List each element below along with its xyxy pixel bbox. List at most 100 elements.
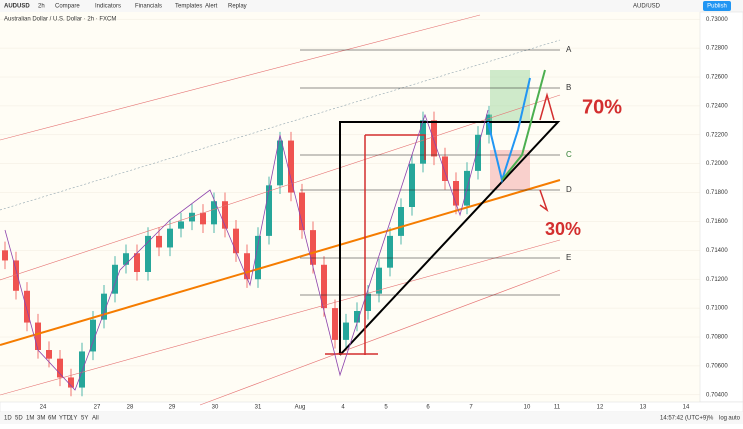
channel-line	[0, 239, 561, 396]
toolbar-item[interactable]: Alert	[205, 4, 218, 10]
publish-button[interactable]	[703, 1, 731, 11]
candle-body	[255, 235, 261, 280]
candle-body	[354, 311, 360, 323]
time-label: 30	[212, 405, 219, 411]
candle-body	[167, 228, 173, 248]
drawings	[0, 14, 561, 406]
candle-body	[233, 228, 239, 254]
price-label: 0.71000	[706, 306, 728, 312]
candle-body	[145, 235, 151, 272]
median-line	[0, 39, 561, 211]
time-label: 24	[40, 405, 47, 411]
candle-body	[134, 253, 140, 272]
candle-body	[376, 267, 382, 294]
channel-line	[0, 14, 481, 141]
range-button[interactable]: 1Y	[70, 416, 77, 422]
time-label: Aug	[295, 405, 306, 411]
time-label: 7	[469, 405, 473, 411]
range-button[interactable]: 3M	[37, 416, 45, 422]
candle-body	[343, 322, 349, 340]
option[interactable]: log	[719, 416, 727, 422]
range-button[interactable]: 1M	[26, 416, 34, 422]
time-label: 14	[683, 405, 690, 411]
level-label: E	[566, 253, 571, 262]
price-axis	[699, 11, 743, 403]
zigzag	[4, 109, 489, 391]
channel-line	[0, 94, 561, 281]
level-label: A	[566, 45, 572, 54]
trend-line	[0, 179, 561, 346]
toolbar-item[interactable]: Templates	[175, 4, 202, 10]
range-button[interactable]: YTD	[59, 416, 72, 422]
price-label: 0.72200	[706, 132, 728, 138]
candle-body	[321, 264, 327, 309]
annotation: 30%	[545, 219, 581, 239]
price-label: 0.70400	[706, 392, 728, 398]
time-label: 5	[384, 405, 388, 411]
toolbar-item[interactable]: Compare	[55, 4, 80, 10]
candle-body	[299, 192, 305, 231]
time-label: 4	[341, 405, 345, 411]
annotation: 70%	[582, 96, 622, 118]
candle-body	[420, 120, 426, 164]
clock: 14:57:42 (UTC+9)	[660, 416, 708, 422]
candle-body	[288, 140, 294, 193]
range-button[interactable]: 1D	[4, 416, 12, 422]
price-label: 0.71600	[706, 219, 728, 225]
candle-body	[453, 181, 459, 206]
candle-body	[200, 212, 206, 225]
price-label: 0.73000	[706, 17, 728, 23]
candle-body	[266, 185, 272, 236]
projection-alt	[501, 69, 546, 181]
toolbar	[0, 0, 743, 12]
symbol[interactable]: AUDUSD	[4, 4, 30, 10]
pair[interactable]: AUD/USD	[633, 4, 661, 10]
candle-body	[409, 163, 415, 207]
candle-body	[244, 253, 250, 280]
price-label: 0.70600	[706, 363, 728, 369]
toolbar-item[interactable]: Financials	[135, 4, 162, 10]
option[interactable]: auto	[728, 416, 740, 422]
candle-body	[189, 212, 195, 222]
interval[interactable]: 2h	[38, 4, 45, 10]
candle-body	[277, 140, 283, 186]
candle-body	[178, 221, 184, 229]
arrow-down	[539, 189, 549, 212]
candle-body	[398, 207, 404, 236]
toolbar-item[interactable]: Replay	[228, 4, 247, 10]
candle-body	[90, 319, 96, 352]
range-button[interactable]: 5D	[15, 416, 23, 422]
price-label: 0.72400	[706, 103, 728, 109]
time-label: 10	[524, 405, 531, 411]
candle-body	[365, 293, 371, 311]
price-label: 0.70800	[706, 335, 728, 341]
level-label: C	[566, 150, 572, 159]
arrow-up	[539, 92, 555, 121]
legend-title: Australian Dollar / U.S. Dollar · 2h · F…	[4, 17, 116, 23]
candle-body	[123, 253, 129, 265]
range-button[interactable]: 5Y	[81, 416, 88, 422]
range-button[interactable]: All	[92, 416, 99, 422]
time-label: 29	[169, 405, 176, 411]
range-button[interactable]: 6M	[48, 416, 56, 422]
candle-body	[35, 322, 41, 350]
toolbar-item[interactable]: Indicators	[95, 4, 121, 10]
time-label: 11	[554, 405, 561, 411]
publish-label[interactable]: Publish	[707, 4, 727, 10]
price-label: 0.72800	[706, 46, 728, 52]
candle-body	[24, 290, 30, 323]
triangle	[339, 121, 561, 356]
bottom-bar	[0, 412, 743, 424]
candle-body	[332, 308, 338, 340]
price-label: 0.71400	[706, 248, 728, 254]
candle-body	[431, 120, 437, 157]
projection-up	[487, 77, 531, 184]
price-label: 0.72600	[706, 75, 728, 81]
candle-body	[101, 293, 107, 320]
candle-body	[211, 201, 217, 225]
time-label: 13	[640, 405, 647, 411]
candle-body	[310, 230, 316, 265]
option[interactable]: %	[708, 416, 714, 422]
channel-line	[199, 269, 561, 406]
